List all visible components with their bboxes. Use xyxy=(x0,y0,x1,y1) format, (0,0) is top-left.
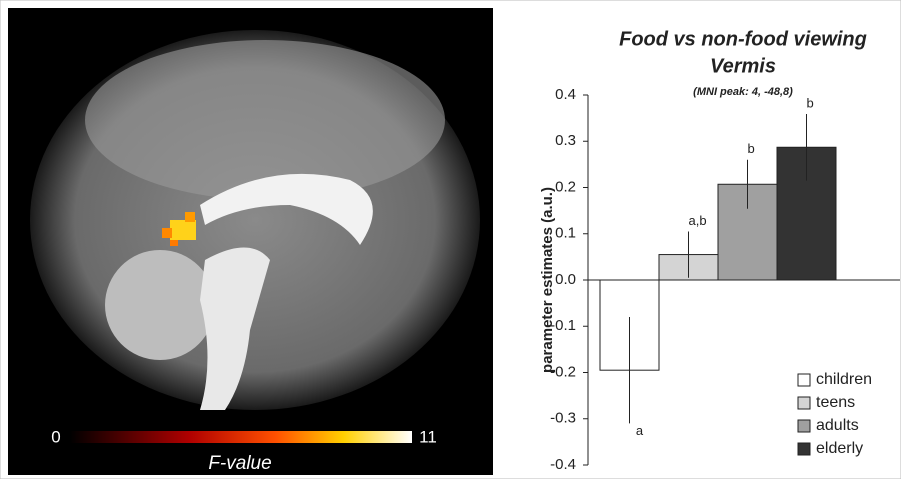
significance-letter: b xyxy=(748,141,755,156)
legend-label: children xyxy=(816,371,872,388)
chart-subtitle: Vermis xyxy=(710,55,776,77)
cerebellum xyxy=(105,250,215,360)
colorbar xyxy=(70,431,412,443)
legend-swatch xyxy=(797,373,811,387)
legend-label: adults xyxy=(816,417,859,434)
legend-label: teens xyxy=(816,394,855,411)
legend-label: elderly xyxy=(816,440,863,457)
activation xyxy=(162,228,172,238)
y-tick-label: -0.1 xyxy=(550,317,576,334)
y-tick-label: 0.4 xyxy=(555,86,576,103)
mri-panel: 0 11 F-value xyxy=(8,8,493,475)
legend-swatch xyxy=(797,442,811,456)
cortex xyxy=(85,40,445,200)
y-axis-label: parameter estimates (a.u.) xyxy=(539,187,556,373)
activation xyxy=(185,212,195,222)
significance-letter: a,b xyxy=(689,213,707,228)
legend-swatch xyxy=(797,396,811,410)
corpus-callosum xyxy=(200,173,373,245)
y-tick-label: -0.3 xyxy=(550,410,576,427)
significance-letter: b xyxy=(807,95,814,110)
chart-title: Food vs non-food viewing xyxy=(619,28,867,50)
y-tick-label: 0.0 xyxy=(555,271,576,288)
colorbar-max: 11 xyxy=(419,427,437,446)
activation xyxy=(170,240,178,246)
y-tick-label: 0.2 xyxy=(555,178,576,195)
y-tick-label: -0.2 xyxy=(550,363,576,380)
colorbar-label: F-value xyxy=(208,453,271,474)
legend-swatch xyxy=(797,419,811,433)
y-tick-label: -0.4 xyxy=(550,456,576,473)
significance-letter: a xyxy=(636,423,644,438)
chart-annotation: (MNI peak: 4, -48,8) xyxy=(693,86,793,98)
colorbar-min: 0 xyxy=(51,427,60,446)
y-tick-label: 0.3 xyxy=(555,132,576,149)
y-tick-label: 0.1 xyxy=(555,225,576,242)
brainstem xyxy=(200,247,270,410)
activation xyxy=(170,220,196,240)
